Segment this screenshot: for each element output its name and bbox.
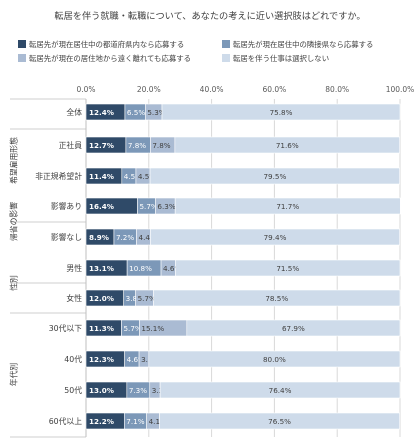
- data-label: 79.4%: [264, 233, 287, 242]
- bar-segment: [150, 228, 400, 246]
- data-label: 6.3%: [157, 202, 175, 211]
- x-tick-label: 40.0%: [200, 85, 224, 94]
- category-label: 正社員: [59, 140, 83, 150]
- data-label: 78.5%: [265, 294, 288, 303]
- group-label: 年代別: [9, 363, 19, 387]
- category-label: 40代: [64, 354, 82, 364]
- data-label: 7.3%: [129, 386, 147, 395]
- bar-segment: [148, 350, 401, 368]
- data-label: 8.9%: [89, 233, 109, 242]
- data-label: 5.7%: [139, 202, 157, 211]
- data-label: 4.4%: [139, 233, 157, 242]
- legend-swatch-prefecture: [18, 40, 26, 48]
- legend-label-adjacent: 転居先が現在居住中の隣接県なら応募する: [233, 40, 374, 49]
- category-label: 50代: [64, 385, 82, 395]
- data-label: 7.1%: [126, 417, 144, 426]
- legend-item-none: 転居を伴う仕事は選択しない: [222, 53, 329, 64]
- data-label: 80.0%: [263, 355, 286, 364]
- group-label: 希望雇用形態: [9, 137, 19, 184]
- data-label: 75.8%: [270, 108, 293, 117]
- data-label: 4.6%: [163, 264, 181, 273]
- data-label: 76.5%: [268, 417, 291, 426]
- data-label: 7.2%: [116, 233, 134, 242]
- group-label: 性別: [9, 275, 19, 291]
- category-label: 男性: [66, 263, 82, 273]
- data-label: 15.1%: [141, 324, 164, 333]
- category-label: 60代以上: [49, 416, 83, 426]
- data-label: 16.4%: [89, 202, 114, 211]
- x-tick-label: 20.0%: [137, 85, 161, 94]
- data-label: 4.1%: [149, 417, 167, 426]
- bar-segment: [159, 412, 400, 430]
- category-label: 影響なし: [51, 232, 82, 242]
- legend-item-far: 転居先が現在の居住地から遠く離れても応募する: [18, 53, 191, 64]
- data-label: 12.7%: [89, 141, 114, 150]
- data-label: 79.5%: [263, 172, 286, 181]
- bar-segment: [174, 197, 401, 215]
- category-label: 30代以下: [49, 323, 83, 333]
- data-label: 67.9%: [282, 324, 305, 333]
- data-label: 12.2%: [89, 417, 114, 426]
- data-label: 3.8%: [126, 294, 144, 303]
- chart-title: 転居を伴う就職・転職について、あなたの考えに近い選択肢はどれですか。: [54, 11, 366, 22]
- data-label: 7.8%: [152, 141, 170, 150]
- data-label: 71.7%: [276, 202, 299, 211]
- bar-segment: [149, 167, 400, 185]
- legend-label-none: 転居を伴う仕事は選択しない: [233, 54, 330, 63]
- bar-segment: [153, 289, 401, 307]
- category-label: 女性: [66, 293, 82, 303]
- data-label: 5.7%: [123, 324, 141, 333]
- data-label: 76.4%: [269, 386, 292, 395]
- bar-segment: [186, 319, 401, 337]
- bar-segment: [174, 136, 400, 154]
- category-label: 非正規希望計: [35, 171, 82, 181]
- bar-segment: [161, 103, 401, 121]
- bar-segment: [175, 259, 401, 277]
- data-label: 5.3%: [147, 108, 165, 117]
- data-label: 71.6%: [276, 141, 299, 150]
- x-tick-label: 0.0%: [76, 85, 95, 94]
- data-label: 5.7%: [138, 294, 156, 303]
- data-label: 4.5%: [124, 172, 142, 181]
- data-label: 10.8%: [129, 264, 152, 273]
- x-tick-label: 100.0%: [386, 85, 415, 94]
- category-label: 影響あり: [51, 201, 82, 211]
- x-tick-label: 80.0%: [325, 85, 349, 94]
- legend-swatch-none: [222, 54, 230, 62]
- data-label: 12.4%: [89, 108, 114, 117]
- data-label: 4.5%: [138, 172, 156, 181]
- x-tick-label: 60.0%: [262, 85, 286, 94]
- data-label: 6.5%: [127, 108, 145, 117]
- legend-label-far: 転居先が現在の居住地から遠く離れても応募する: [29, 54, 192, 63]
- data-label: 11.4%: [89, 172, 114, 181]
- data-label: 12.3%: [89, 355, 114, 364]
- legend-item-prefecture: 転居先が現在居住中の都道府県内なら応募する: [18, 39, 184, 50]
- bar-segment: [159, 381, 401, 399]
- legend-swatch-far: [18, 54, 26, 62]
- legend-item-adjacent: 転居先が現在居住中の隣接県なら応募する: [222, 39, 373, 50]
- data-label: 4.6%: [127, 355, 145, 364]
- category-label: 全体: [66, 107, 82, 117]
- group-label: 帰省の影響: [9, 202, 19, 241]
- data-label: 13.0%: [89, 386, 114, 395]
- data-label: 7.8%: [128, 141, 146, 150]
- data-label: 12.0%: [89, 294, 114, 303]
- data-label: 71.5%: [276, 264, 299, 273]
- legend-swatch-adjacent: [222, 40, 230, 48]
- legend-label-prefecture: 転居先が現在居住中の都道府県内なら応募する: [29, 40, 185, 49]
- data-label: 11.3%: [89, 324, 114, 333]
- data-label: 13.1%: [89, 264, 114, 273]
